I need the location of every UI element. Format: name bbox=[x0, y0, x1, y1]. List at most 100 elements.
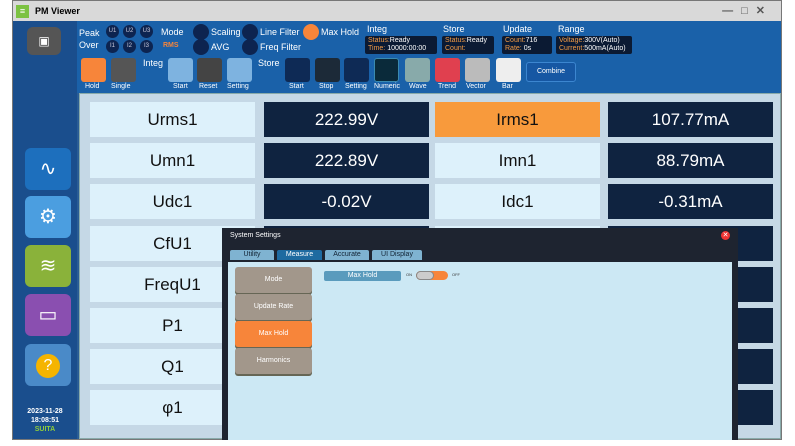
system-settings-dialog: System Settings ✕ Utility Measure Accura… bbox=[222, 228, 738, 440]
store-group-label: Store bbox=[258, 58, 280, 68]
brand-logo: SUITA bbox=[34, 426, 56, 433]
wave-button[interactable] bbox=[405, 58, 430, 82]
measurement-label[interactable]: Imn1 bbox=[435, 143, 600, 179]
wave-label: Wave bbox=[409, 83, 427, 90]
store-setting-button[interactable] bbox=[344, 58, 369, 82]
menu-update-rate[interactable]: Update Rate bbox=[235, 294, 312, 320]
vector-button[interactable] bbox=[465, 58, 490, 82]
peak-label: Peak bbox=[79, 28, 100, 38]
measurement-value: 222.99V bbox=[264, 102, 429, 137]
toggle-off-label: OFF bbox=[452, 272, 460, 277]
tab-measure[interactable]: Measure bbox=[277, 250, 322, 260]
measurement-label[interactable]: Umn1 bbox=[90, 143, 255, 179]
mode-value: RMS bbox=[163, 42, 179, 49]
integ-setting-button[interactable] bbox=[227, 58, 252, 82]
measurement-value: 107.77mA bbox=[608, 102, 773, 137]
tab-accurate[interactable]: Accurate bbox=[325, 250, 369, 260]
trend-label: Trend bbox=[438, 83, 457, 90]
single-button[interactable] bbox=[111, 58, 136, 82]
tab-utility[interactable]: Utility bbox=[230, 250, 274, 260]
hold-label: Hold bbox=[85, 83, 100, 90]
store-status-box: Status:Ready Count: bbox=[442, 36, 494, 54]
measurement-label[interactable]: Urms1 bbox=[90, 102, 255, 137]
store-title: Store bbox=[443, 24, 465, 34]
integ-group-label: Integ bbox=[143, 58, 164, 68]
peak-u1-indicator: U1 bbox=[106, 25, 119, 38]
gear-icon[interactable]: ⚙ bbox=[25, 196, 71, 238]
device-disconnect-icon[interactable]: ▣ bbox=[27, 27, 61, 55]
peak-i2-indicator: I2 bbox=[123, 40, 136, 53]
image-icon[interactable]: ▭ bbox=[25, 294, 71, 336]
max-hold-indicator[interactable] bbox=[303, 24, 319, 40]
integ-start-label: Start bbox=[173, 83, 188, 90]
dialog-title: System Settings bbox=[230, 232, 281, 239]
hold-button[interactable] bbox=[81, 58, 106, 82]
time-display: 18:08:51 bbox=[30, 417, 60, 424]
mode-label: Mode bbox=[161, 27, 184, 37]
range-title: Range bbox=[558, 24, 585, 34]
update-title: Update bbox=[503, 24, 533, 34]
vector-label: Vector bbox=[466, 83, 486, 90]
toggle-on-label: ON bbox=[406, 272, 412, 277]
numeric-button[interactable] bbox=[374, 58, 399, 82]
integ-setting-label: Setting bbox=[227, 83, 249, 90]
menu-max-hold[interactable]: Max Hold bbox=[235, 321, 312, 347]
layers-icon[interactable]: ≋ bbox=[25, 245, 71, 287]
store-setting-label: Setting bbox=[345, 83, 367, 90]
app-logo-icon: ≡ bbox=[16, 4, 29, 18]
title-bar: ≡ PM Viewer —□✕ bbox=[13, 1, 781, 21]
avg-label: AVG bbox=[211, 42, 230, 52]
bar-label: Bar bbox=[502, 83, 513, 90]
measurement-value: -0.31mA bbox=[608, 184, 773, 220]
close-button[interactable]: ✕ bbox=[755, 5, 773, 17]
measurement-label[interactable]: Irms1 bbox=[435, 102, 600, 137]
store-stop-label: Stop bbox=[319, 83, 334, 90]
integ-reset-label: Reset bbox=[199, 83, 218, 90]
line-filter-label: Line Filter bbox=[260, 27, 300, 37]
measurement-value: 88.79mA bbox=[608, 143, 773, 179]
update-status-box: Count:716 Rate: 0s bbox=[502, 36, 552, 54]
scaling-indicator[interactable] bbox=[193, 24, 209, 40]
bar-button[interactable] bbox=[496, 58, 521, 82]
measurement-value: -0.02V bbox=[264, 184, 429, 220]
menu-harmonics[interactable]: Harmonics bbox=[235, 348, 312, 374]
help-icon[interactable]: ? bbox=[25, 344, 71, 386]
avg-indicator[interactable] bbox=[193, 39, 209, 55]
freq-filter-label: Freq Filter bbox=[260, 42, 302, 52]
integ-status-box: Status:Ready Time: 10000:00:00 bbox=[365, 36, 437, 54]
store-start-label: Start bbox=[289, 83, 304, 90]
over-label: Over bbox=[79, 40, 99, 50]
measurement-label[interactable]: Udc1 bbox=[90, 184, 255, 220]
single-label: Single bbox=[111, 83, 131, 90]
minimize-button[interactable]: — bbox=[722, 5, 742, 17]
integ-reset-button[interactable] bbox=[197, 58, 222, 82]
peak-i3-indicator: I3 bbox=[140, 40, 153, 53]
max-hold-label: Max Hold bbox=[321, 27, 360, 37]
scaling-label: Scaling bbox=[211, 27, 241, 37]
store-stop-button[interactable] bbox=[315, 58, 340, 82]
sidebar: ▣ ∿ ⚙ ≋ ▭ ? 2023-11-28 18:08:51 SUITA bbox=[13, 21, 77, 439]
toolbar: Peak Over U1 U2 U3 I1 I2 I3 Mode RMS Sca… bbox=[13, 21, 781, 93]
store-start-button[interactable] bbox=[285, 58, 310, 82]
combine-button[interactable]: Combine bbox=[526, 62, 576, 82]
waveform-settings-icon[interactable]: ∿ bbox=[25, 148, 71, 190]
peak-u2-indicator: U2 bbox=[123, 25, 136, 38]
menu-mode[interactable]: Mode bbox=[235, 267, 312, 293]
line-filter-indicator[interactable] bbox=[242, 24, 258, 40]
max-hold-toggle[interactable] bbox=[416, 271, 448, 280]
numeric-label: Numeric bbox=[374, 83, 401, 90]
trend-button[interactable] bbox=[435, 58, 460, 82]
peak-u3-indicator: U3 bbox=[140, 25, 153, 38]
measurement-label[interactable]: Idc1 bbox=[435, 184, 600, 220]
integ-title: Integ bbox=[367, 24, 388, 34]
integ-start-button[interactable] bbox=[168, 58, 193, 82]
date-display: 2023-11-28 bbox=[27, 408, 63, 415]
freq-filter-indicator[interactable] bbox=[242, 39, 258, 55]
dialog-close-icon[interactable]: ✕ bbox=[721, 231, 730, 240]
tab-ui-display[interactable]: UI Display bbox=[372, 250, 422, 260]
max-hold-setting-label: Max Hold bbox=[324, 271, 401, 281]
peak-i1-indicator: I1 bbox=[106, 40, 119, 53]
range-status-box: Voltage:300V(Auto) Current:500mA(Auto) bbox=[556, 36, 632, 54]
measurement-value: 222.89V bbox=[264, 143, 429, 179]
maximize-button[interactable]: □ bbox=[741, 5, 756, 17]
